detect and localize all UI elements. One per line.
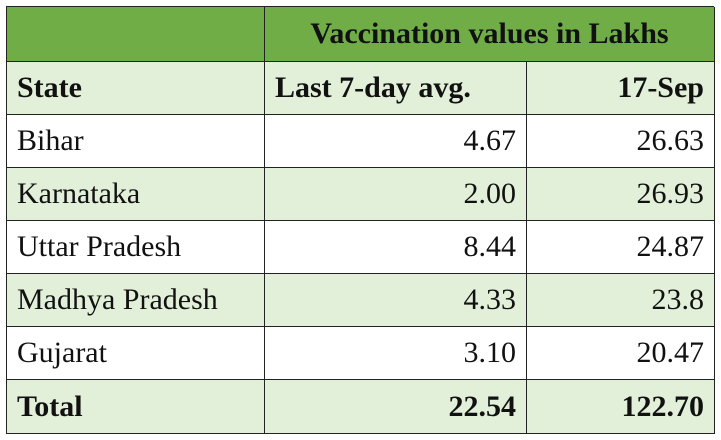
row-state: Gujarat xyxy=(7,327,265,380)
row-avg: 4.67 xyxy=(265,115,527,168)
row-sep17: 26.93 xyxy=(527,168,715,221)
row-sep17: 26.63 xyxy=(527,115,715,168)
total-label: Total xyxy=(7,380,265,434)
header-last-7-day-avg: Last 7-day avg. xyxy=(265,62,527,115)
row-sep17: 20.47 xyxy=(527,327,715,380)
row-avg: 2.00 xyxy=(265,168,527,221)
row-sep17: 24.87 xyxy=(527,221,715,274)
total-avg: 22.54 xyxy=(265,380,527,434)
table-title: Vaccination values in Lakhs xyxy=(265,7,715,62)
row-sep17: 23.8 xyxy=(527,274,715,327)
row-avg: 8.44 xyxy=(265,221,527,274)
row-avg: 3.10 xyxy=(265,327,527,380)
total-sep17: 122.70 xyxy=(527,380,715,434)
header-17-sep: 17-Sep xyxy=(527,62,715,115)
row-state: Karnataka xyxy=(7,168,265,221)
header-state: State xyxy=(7,62,265,115)
vaccination-table: Vaccination values in Lakhs State Last 7… xyxy=(6,6,715,434)
row-state: Uttar Pradesh xyxy=(7,221,265,274)
row-avg: 4.33 xyxy=(265,274,527,327)
row-state: Bihar xyxy=(7,115,265,168)
row-state: Madhya Pradesh xyxy=(7,274,265,327)
title-blank-cell xyxy=(7,7,265,62)
